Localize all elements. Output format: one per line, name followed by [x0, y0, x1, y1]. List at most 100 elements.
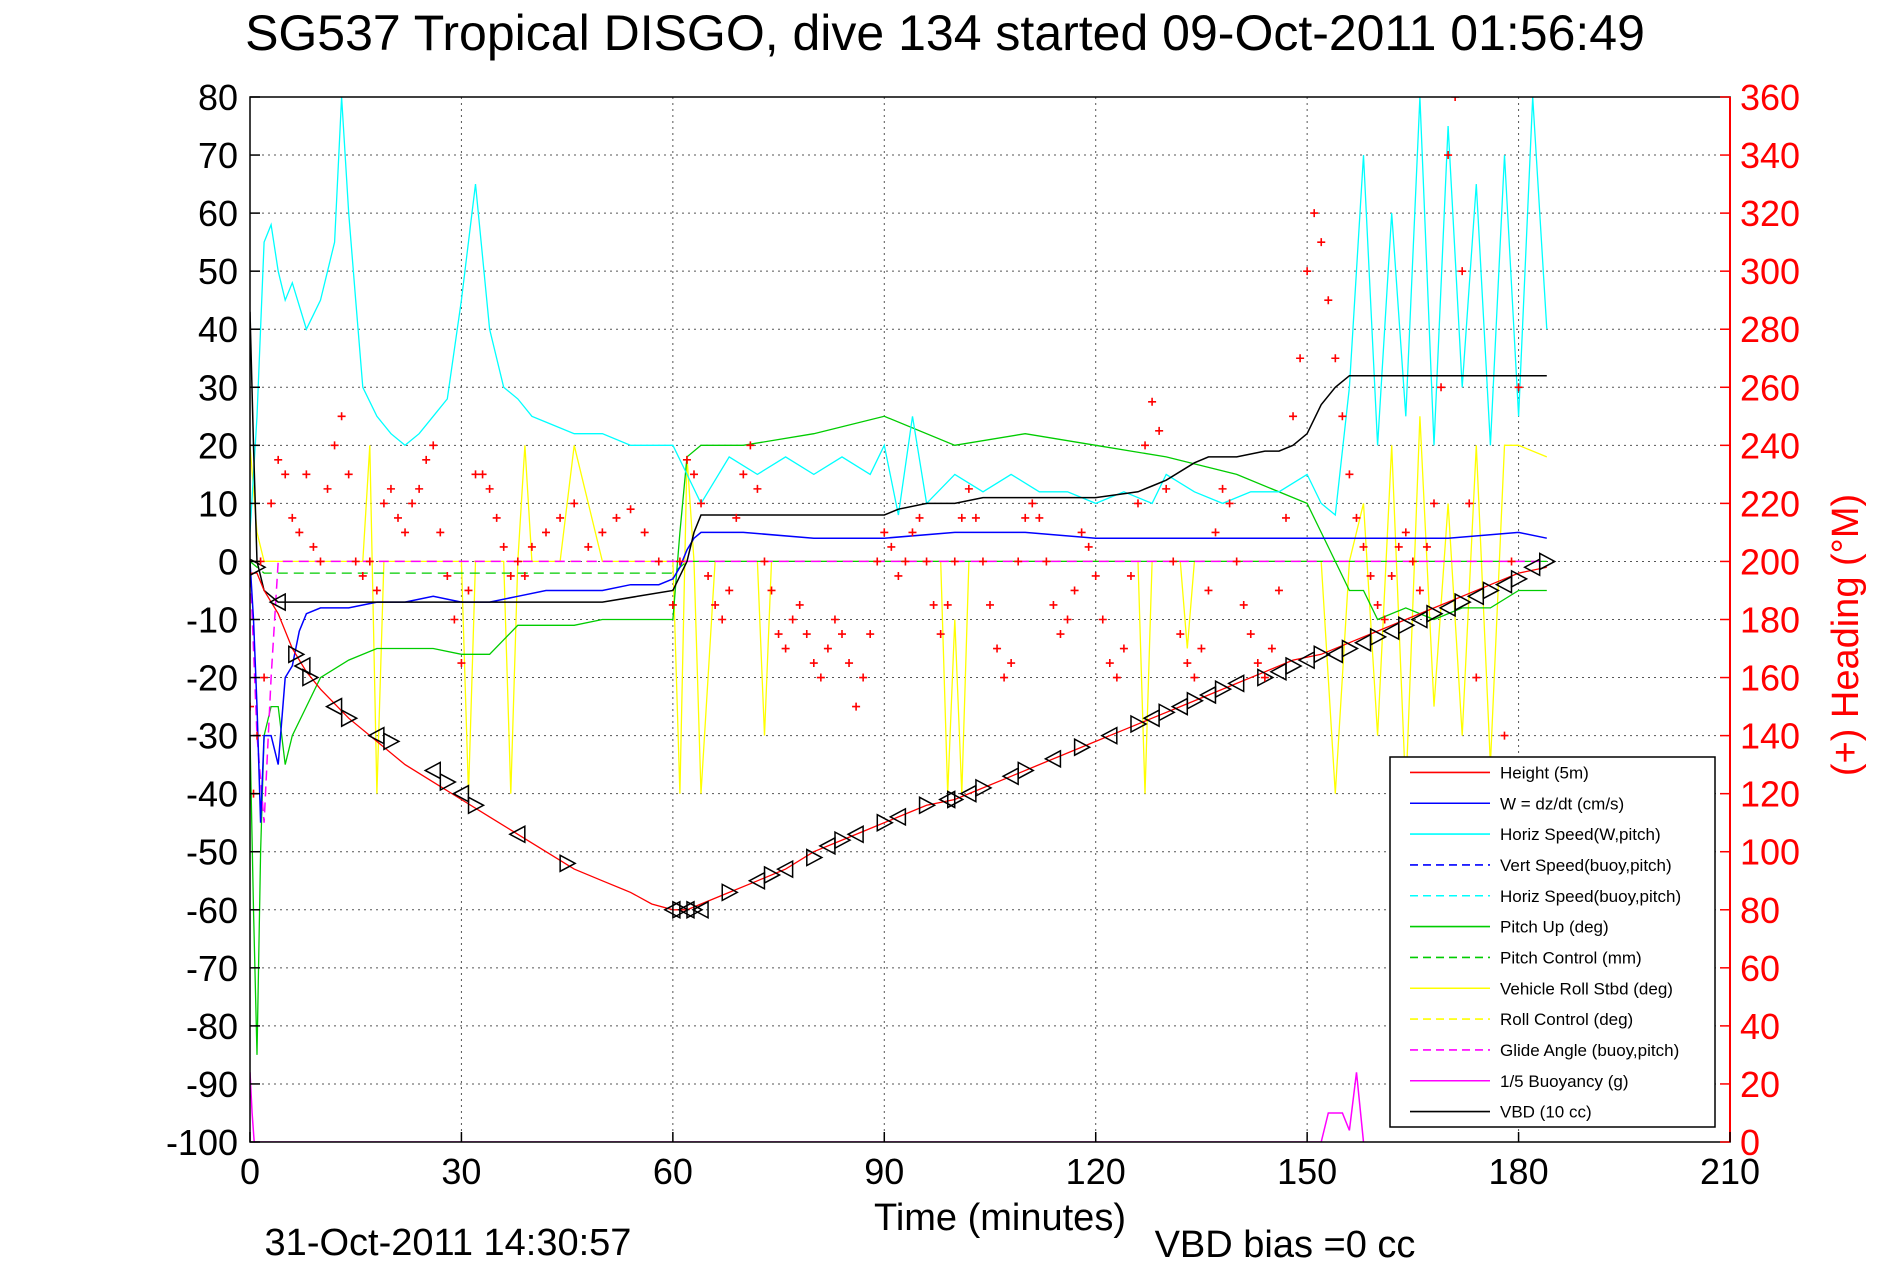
height-marker	[439, 772, 457, 792]
heading-point	[358, 571, 367, 580]
heading-point	[422, 455, 431, 464]
heading-point	[788, 615, 797, 624]
heading-point	[408, 499, 417, 508]
heading-point	[1056, 630, 1065, 639]
heading-point	[640, 528, 649, 537]
right-axis-ticks: 0 20 40 60 80 100 120 140 160 180 200 220 240 260 280 3…	[1720, 77, 1800, 1163]
vbd-bias: VBD bias =0 cc	[1155, 1224, 1416, 1262]
heading-point	[1169, 557, 1178, 566]
height-marker	[1073, 737, 1092, 757]
heading-point	[570, 499, 579, 508]
heading-point	[1218, 484, 1227, 493]
height-marker	[1017, 761, 1035, 780]
height-marker	[1043, 749, 1062, 769]
heading-point	[1126, 571, 1135, 580]
legend-label: Pitch Control (mm)	[1500, 948, 1642, 967]
heading-point	[873, 557, 882, 566]
legend-label: 1/5 Buoyancy (g)	[1500, 1072, 1629, 1091]
height-marker	[1158, 703, 1176, 722]
legend-box	[1389, 756, 1716, 1128]
heading-point	[513, 557, 522, 566]
right-tick-label: 120	[1740, 774, 1800, 815]
height-marker	[846, 825, 864, 844]
heading-point	[288, 513, 297, 522]
heading-point	[302, 470, 311, 479]
heading-point	[1119, 644, 1128, 653]
height-marker	[776, 859, 794, 879]
heading-point	[753, 484, 762, 493]
heading-point	[499, 542, 508, 551]
height-marker	[451, 784, 470, 803]
series-horiz-speed-w	[250, 97, 1548, 533]
heading-point	[260, 673, 269, 682]
heading-point	[1091, 571, 1100, 580]
heading-point	[1077, 528, 1086, 537]
height-marker	[423, 761, 441, 780]
height-marker	[806, 848, 824, 867]
heading-point	[1458, 267, 1467, 276]
heading-point	[823, 644, 832, 653]
heading-point	[1415, 586, 1424, 595]
heading-point	[471, 470, 480, 479]
heading-point	[1430, 499, 1438, 508]
height-marker	[686, 900, 704, 920]
height-marker	[888, 807, 907, 827]
right-tick-label: 220	[1740, 483, 1800, 524]
heading-point	[556, 513, 565, 522]
right-axis-label: (+) Heading (°M)	[1825, 494, 1867, 776]
heading-point	[1352, 513, 1361, 522]
heading-point	[344, 470, 353, 479]
heading-point	[443, 571, 452, 580]
legend-label: Glide Angle (buoy,pitch)	[1500, 1041, 1679, 1060]
right-tick-label: 160	[1740, 658, 1800, 699]
left-tick-label: -70	[186, 948, 238, 989]
heading-point	[1387, 571, 1396, 580]
height-marker	[1398, 616, 1416, 635]
left-tick-label: 70	[198, 135, 238, 176]
heading-point	[281, 470, 290, 479]
heading-point	[337, 412, 346, 421]
heading-point	[1289, 412, 1298, 421]
heading-point	[1098, 615, 1107, 624]
height-marker	[268, 592, 286, 612]
heading-point	[943, 600, 952, 609]
height-marker	[1369, 627, 1388, 647]
right-tick-label: 40	[1740, 1006, 1780, 1047]
heading-point	[1500, 731, 1509, 740]
height-marker	[1227, 674, 1245, 693]
series	[250, 97, 1557, 1142]
right-tick-label: 180	[1740, 600, 1800, 641]
heading-point	[1282, 513, 1290, 522]
heading-point	[1444, 151, 1453, 160]
heading-point	[795, 600, 804, 609]
heading-point	[1063, 615, 1072, 624]
heading-point	[478, 470, 487, 479]
heading-point	[1190, 673, 1199, 682]
height-marker	[918, 796, 937, 815]
legend-label: Height (5m)	[1500, 763, 1589, 782]
height-marker	[1313, 645, 1331, 664]
right-tick-label: 360	[1740, 77, 1800, 118]
heading-point	[866, 630, 875, 639]
legend-label: Horiz Speed(buoy,pitch)	[1500, 887, 1681, 906]
heading-point	[1141, 441, 1150, 450]
heading-point	[394, 513, 402, 522]
heading-point	[922, 557, 931, 566]
heading-point	[852, 702, 861, 711]
heading-point	[1014, 557, 1023, 566]
height-marker	[340, 708, 359, 728]
right-tick-label: 340	[1740, 135, 1800, 176]
heading-point	[1028, 499, 1037, 508]
height-marker	[1426, 604, 1444, 623]
x-tick-label: 210	[1700, 1151, 1760, 1192]
height-marker	[1341, 639, 1360, 658]
x-tick-label: 90	[864, 1151, 904, 1192]
heading-point	[1331, 354, 1340, 363]
heading-point	[386, 484, 395, 493]
heading-point	[309, 542, 318, 551]
height-marker	[691, 900, 709, 920]
left-tick-label: -50	[186, 832, 238, 873]
heading-point	[957, 513, 966, 522]
height-marker	[975, 778, 993, 798]
left-tick-label: -90	[186, 1064, 238, 1105]
